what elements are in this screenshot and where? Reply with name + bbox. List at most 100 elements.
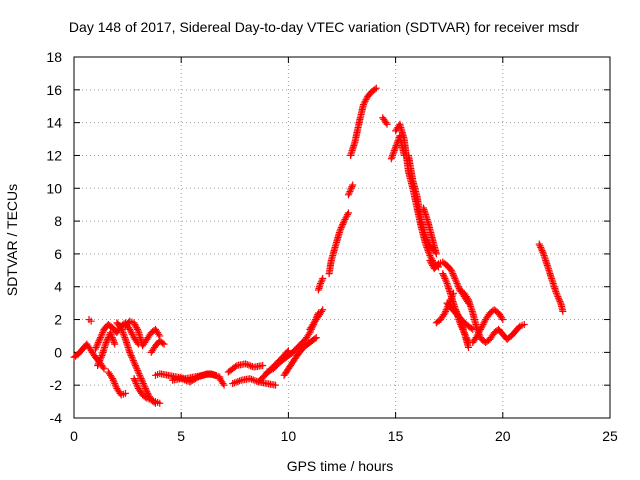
- data-point: [111, 381, 119, 389]
- data-point: [131, 376, 139, 384]
- data-point: [108, 334, 116, 342]
- data-point: [383, 120, 391, 128]
- series-arc-21: [344, 181, 357, 199]
- data-point: [137, 375, 145, 383]
- data-point: [107, 330, 115, 338]
- y-tick-label: 12: [46, 147, 62, 163]
- data-point: [133, 325, 141, 333]
- data-point: [130, 358, 138, 366]
- data-point: [127, 327, 135, 335]
- x-tick-label: 20: [495, 428, 511, 444]
- data-point: [441, 275, 449, 283]
- data-point: [246, 375, 254, 383]
- data-point: [140, 381, 148, 389]
- data-point: [362, 96, 370, 104]
- series-arc-23: [379, 114, 391, 128]
- data-point: [96, 357, 104, 365]
- data-point: [134, 368, 142, 376]
- data-point: [442, 306, 450, 314]
- data-point: [349, 181, 357, 189]
- data-point: [311, 335, 319, 343]
- data-point: [554, 293, 562, 301]
- series-arc-14: [229, 375, 280, 389]
- data-point: [109, 376, 117, 384]
- data-point: [110, 339, 118, 347]
- series-arc-11: [169, 370, 220, 386]
- series-arc-04: [94, 329, 119, 369]
- data-point: [426, 256, 434, 264]
- data-point: [96, 335, 104, 343]
- data-point: [559, 307, 567, 315]
- data-point: [94, 339, 102, 347]
- data-point: [129, 357, 137, 365]
- data-point: [232, 378, 240, 386]
- tick-labels: 0 5 10 15 20 25 -4 -2 0 2 4 6 8 10 12 14 16 18: [46, 49, 618, 444]
- data-point: [454, 281, 462, 289]
- data-point: [348, 183, 356, 191]
- data-point: [126, 325, 134, 333]
- series-arc-08: [130, 375, 164, 407]
- data-point: [338, 222, 346, 230]
- data-point: [319, 306, 327, 314]
- data-point: [106, 329, 114, 337]
- series-arc-32: [452, 306, 472, 351]
- data-point: [388, 153, 396, 161]
- chart-title: Day 148 of 2017, Sidereal Day-to-day VTE…: [69, 19, 579, 35]
- data-point: [156, 399, 164, 407]
- data-point: [234, 378, 242, 386]
- data-point: [99, 363, 107, 371]
- data-point: [199, 371, 207, 379]
- data-point: [131, 361, 139, 369]
- data-point: [440, 273, 448, 281]
- data-point: [126, 348, 134, 356]
- x-tick-label: 5: [177, 428, 185, 444]
- data-point: [108, 332, 116, 340]
- data-point: [220, 381, 228, 389]
- series-arc-12: [216, 375, 228, 389]
- data-point: [194, 373, 202, 381]
- data-point: [120, 330, 128, 338]
- data-point: [535, 240, 543, 248]
- data-point: [478, 322, 486, 330]
- data-point: [109, 375, 117, 383]
- data-point: [97, 332, 105, 340]
- data-point: [111, 380, 119, 388]
- data-point: [339, 219, 347, 227]
- data-point: [97, 353, 105, 361]
- data-point: [126, 350, 134, 358]
- data-point: [452, 276, 460, 284]
- data-point: [135, 370, 143, 378]
- data-point: [263, 368, 271, 376]
- data-point: [442, 278, 450, 286]
- data-point: [141, 383, 149, 391]
- data-point: [143, 388, 151, 396]
- y-tick-label: -2: [50, 377, 63, 393]
- series-arc-19: [314, 275, 327, 294]
- data-point: [118, 327, 126, 335]
- data-point: [99, 329, 107, 337]
- data-point: [127, 329, 135, 337]
- series-arc-34: [469, 306, 507, 347]
- data-point: [95, 358, 103, 366]
- data-point: [198, 372, 206, 380]
- data-point: [392, 143, 400, 151]
- data-point: [452, 306, 460, 314]
- data-point: [317, 278, 325, 286]
- data-point: [361, 97, 369, 105]
- y-tick-label: 6: [54, 246, 62, 262]
- data-point: [120, 332, 128, 340]
- data-point: [132, 363, 140, 371]
- series-arc-35: [503, 320, 528, 343]
- data-point: [347, 186, 355, 194]
- x-tick-label: 0: [70, 428, 78, 444]
- series-arc-27: [419, 204, 440, 258]
- y-tick-label: 14: [46, 115, 62, 131]
- data-point: [389, 150, 397, 158]
- data-point: [93, 342, 101, 350]
- data-point: [390, 148, 398, 156]
- data-point: [318, 307, 326, 315]
- data-point: [371, 85, 379, 93]
- data-point: [452, 278, 460, 286]
- data-point: [555, 296, 563, 304]
